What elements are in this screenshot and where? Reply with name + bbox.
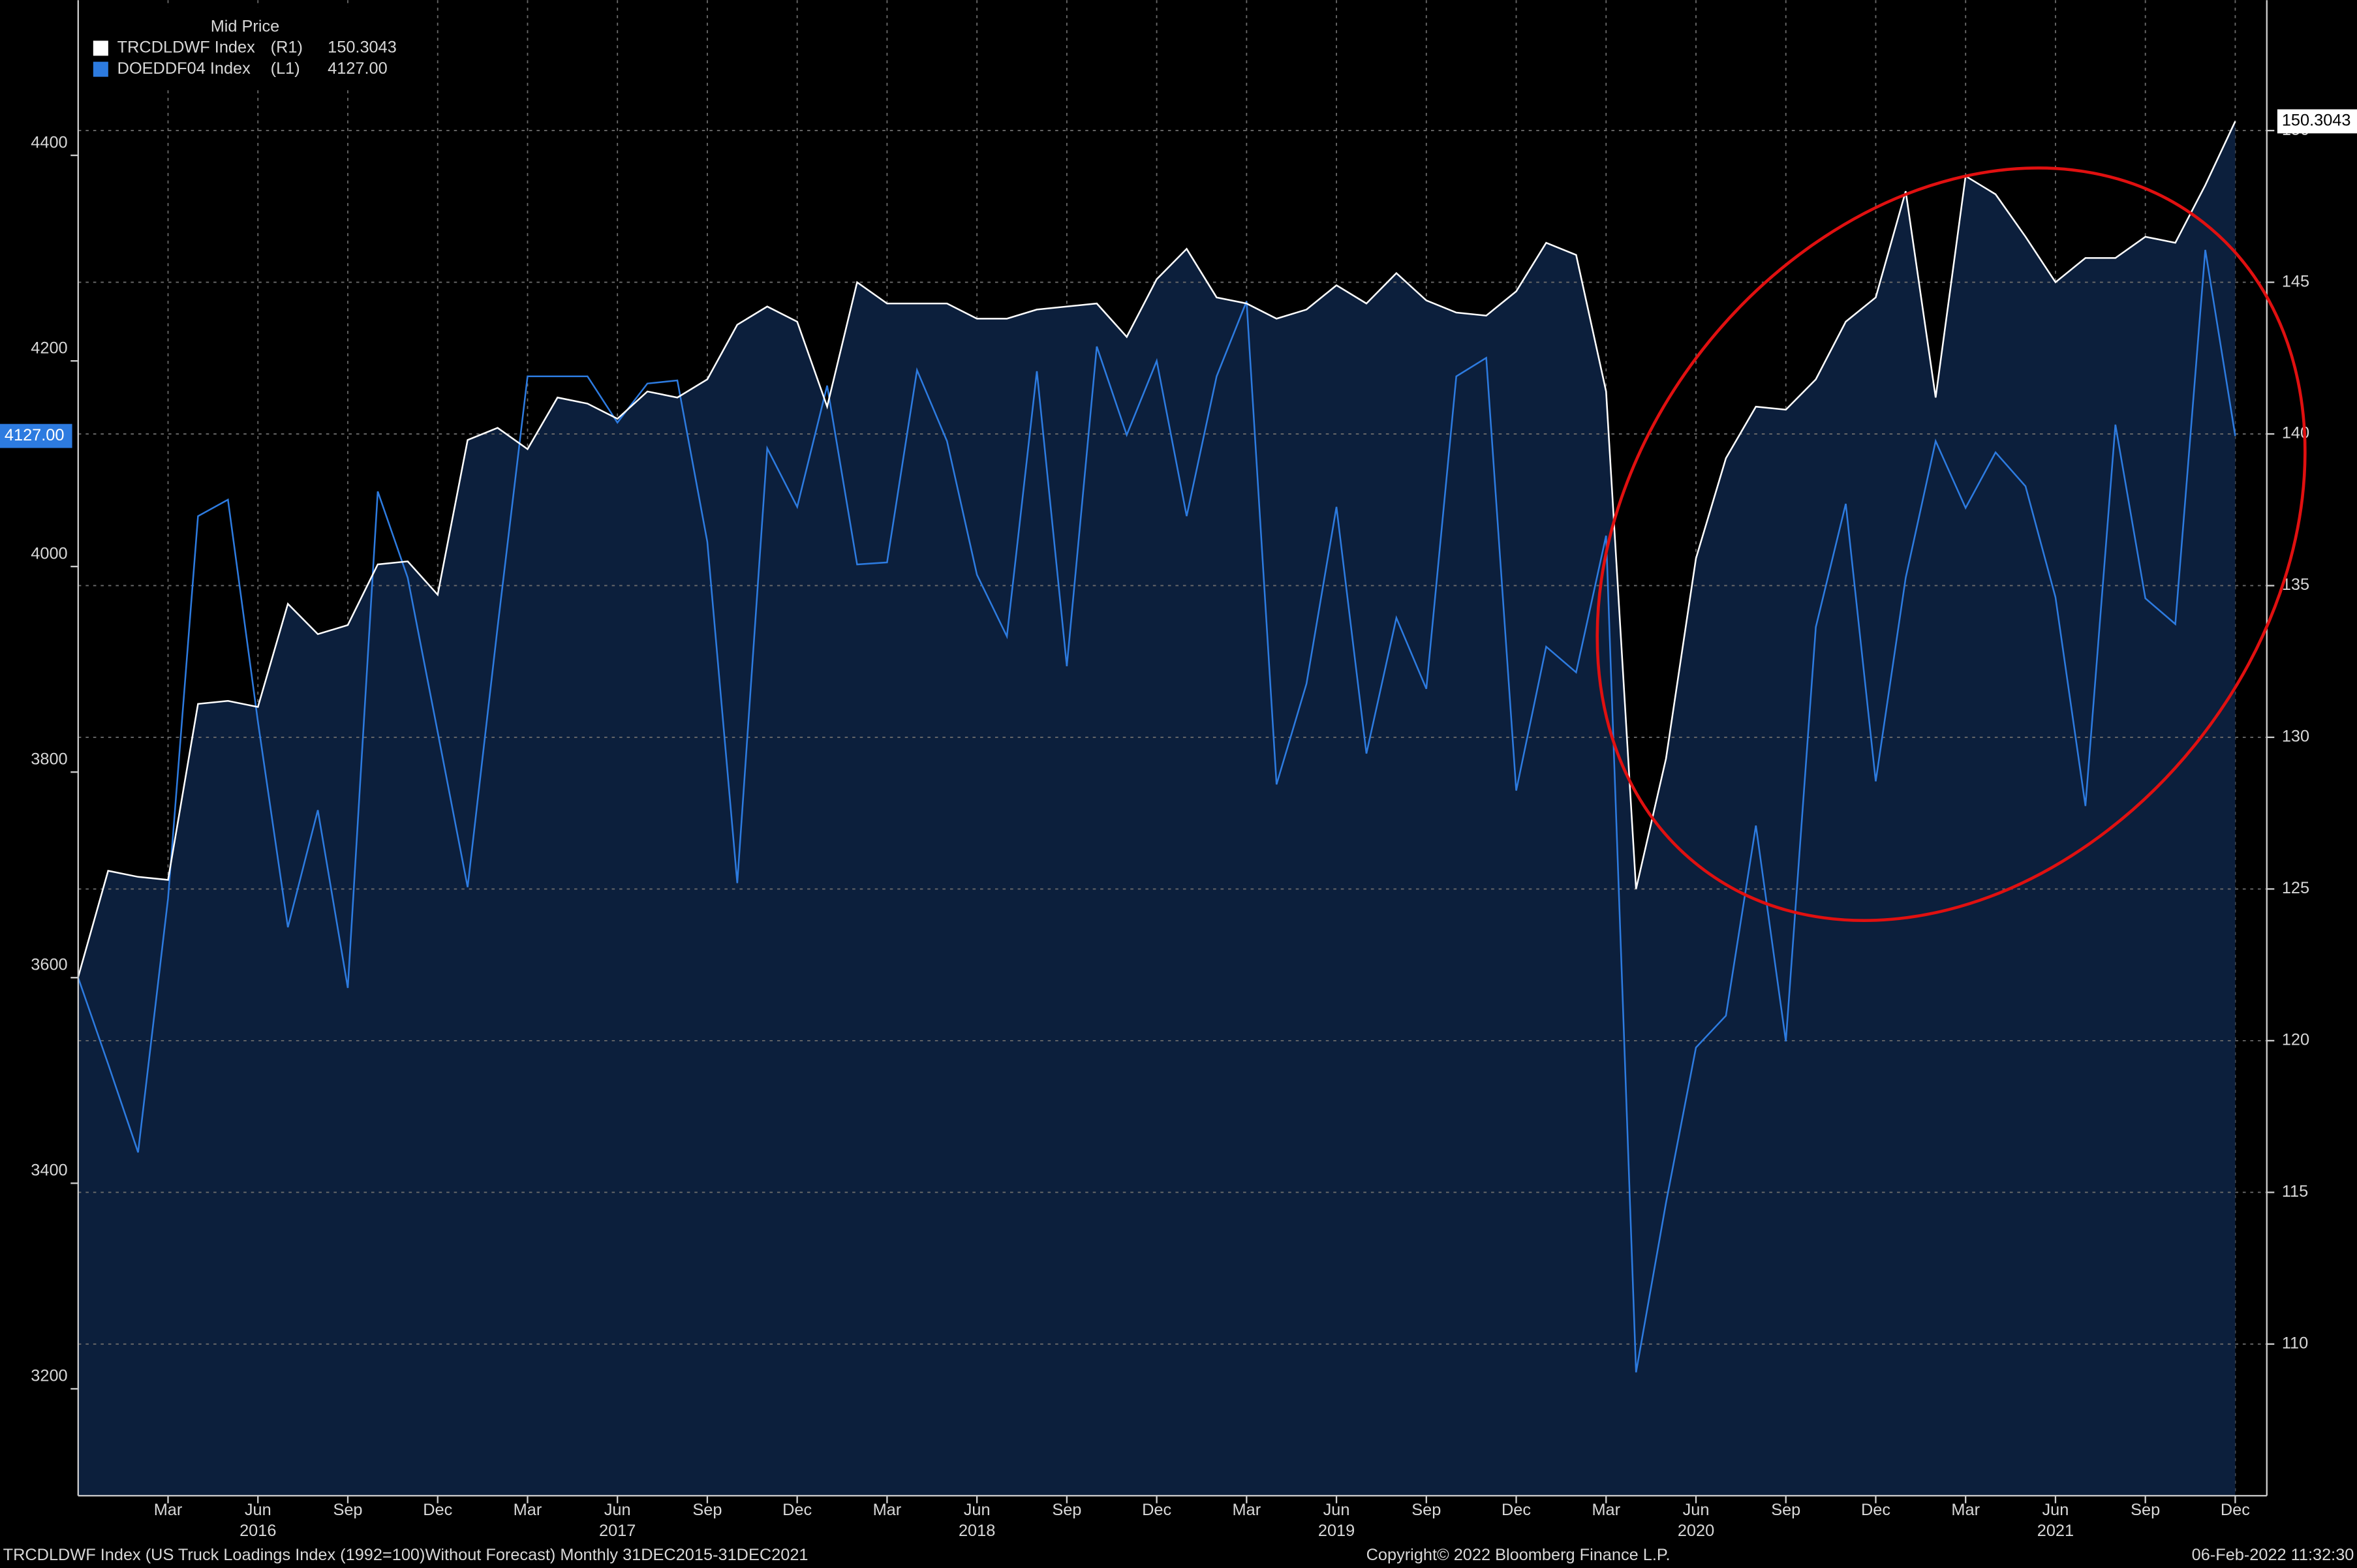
- x-tick-label: Jun: [1323, 1501, 1350, 1519]
- x-tick-label: Dec: [1861, 1501, 1890, 1519]
- x-tick-label: Jun: [964, 1501, 991, 1519]
- x-year-label: 2019: [1318, 1522, 1355, 1540]
- x-tick-label: Sep: [1052, 1501, 1081, 1519]
- y-tick-label: 4000: [31, 544, 67, 562]
- series-line: [77, 249, 2236, 1373]
- legend-last-value: 150.3043: [328, 38, 397, 57]
- series-line: [77, 121, 2236, 977]
- x-year-label: 2016: [239, 1522, 276, 1540]
- legend-swatch: [93, 40, 108, 56]
- x-tick-label: Sep: [1771, 1501, 1800, 1519]
- x-tick-label: Jun: [2042, 1501, 2069, 1519]
- y2-tick-label: 125: [2282, 879, 2309, 897]
- last-value-tag: [0, 423, 72, 448]
- legend-label: DOEDDF04 Index: [117, 59, 251, 78]
- y2-tick-label: 135: [2282, 576, 2309, 594]
- x-year-label: 2018: [959, 1522, 995, 1540]
- x-tick-label: Sep: [333, 1501, 362, 1519]
- x-tick-label: Jun: [604, 1501, 631, 1519]
- last-value-label: 4127.00: [5, 426, 65, 444]
- highlight-ellipse: [1595, 166, 2307, 922]
- x-tick-label: Mar: [514, 1501, 542, 1519]
- x-tick-label: Mar: [1951, 1501, 1980, 1519]
- y-tick-label: 4400: [31, 133, 67, 151]
- y2-tick-label: 110: [2282, 1334, 2308, 1352]
- x-year-label: 2021: [2037, 1522, 2074, 1540]
- y2-tick-label: 120: [2282, 1031, 2309, 1049]
- y-tick-label: 3600: [31, 956, 67, 974]
- x-tick-label: Dec: [423, 1501, 452, 1519]
- x-tick-label: Jun: [1683, 1501, 1710, 1519]
- area: [78, 121, 2236, 1496]
- y2-tick-label: 115: [2282, 1182, 2308, 1201]
- x-tick-label: Dec: [2221, 1501, 2250, 1519]
- legend-label: TRCDLDWF Index: [117, 38, 255, 57]
- legend-axis-tag: (R1): [271, 38, 303, 57]
- legend-last-value: 4127.00: [328, 59, 388, 78]
- x-tick-label: Dec: [1502, 1501, 1531, 1519]
- legend-axis-tag: (L1): [271, 59, 300, 78]
- y2-tick-label: 130: [2282, 728, 2309, 746]
- x-year-label: 2017: [599, 1522, 636, 1540]
- x-tick-label: Mar: [873, 1501, 902, 1519]
- plot-area: Mar Jun Sep Dec Mar Jun Sep Dec Mar Jun Sep Dec Mar J…: [31, 0, 2309, 1540]
- last-value-tag: [2277, 109, 2357, 134]
- y-tick-label: 3800: [31, 750, 67, 768]
- footer-left: TRCDLDWF Index (US Truck Loadings Index …: [3, 1546, 809, 1564]
- y2-tick-label: 145: [2282, 272, 2309, 290]
- last-value-label: 150.3043: [2282, 112, 2351, 130]
- y-tick-label: 3400: [31, 1161, 67, 1180]
- x-tick-label: Mar: [1233, 1501, 1261, 1519]
- x-tick-label: Sep: [1411, 1501, 1441, 1519]
- x-tick-label: Jun: [245, 1501, 271, 1519]
- x-tick-label: Mar: [154, 1501, 183, 1519]
- footer-right: 06-Feb-2022 11:32:30: [2192, 1546, 2354, 1564]
- x-year-label: 2020: [1678, 1522, 1714, 1540]
- x-tick-label: Sep: [2131, 1501, 2160, 1519]
- footer-center: Copyright© 2022 Bloomberg Finance L.P.: [1366, 1546, 1671, 1564]
- x-tick-label: Mar: [1592, 1501, 1620, 1519]
- legend-box: [82, 7, 409, 89]
- legend-title: Mid Price: [211, 17, 280, 35]
- legend-swatch: [93, 61, 108, 77]
- y-tick-label: 3200: [31, 1367, 67, 1385]
- x-tick-label: Dec: [782, 1501, 812, 1519]
- y-tick-label: 4200: [31, 339, 67, 357]
- x-tick-label: Sep: [692, 1501, 722, 1519]
- x-tick-label: Dec: [1142, 1501, 1171, 1519]
